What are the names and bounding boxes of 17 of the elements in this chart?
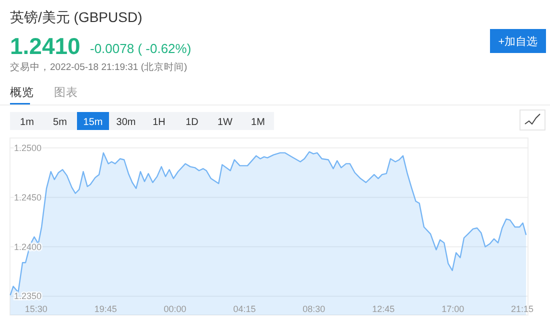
x-tick-label: 08:30 — [302, 304, 326, 314]
button: +加自选 — [490, 29, 546, 53]
text: 概览 — [10, 86, 34, 99]
y-tick-label: 1.2500 — [14, 142, 42, 153]
x-tick-label: 19:45 — [94, 304, 117, 314]
chart-title: 英镑/美元 (GBPUSD) — [10, 9, 142, 25]
x-tick-label: 15:30 — [24, 304, 48, 314]
x-tick-label: 21:15 — [511, 304, 534, 314]
y-tick-label: 1.2350 — [14, 291, 42, 302]
x-tick-label: 00:00 — [164, 304, 186, 314]
y-tick-label: 1.2450 — [14, 192, 42, 202]
header: 1.2410 -0.0078 ( -0.62%) 交易中，2022-05-18 21:19:31 (北京时间) — [10, 33, 192, 73]
x-tick-label: 04:15 — [233, 304, 256, 314]
text: 图表 — [54, 86, 78, 99]
x-tick-label: 12:45 — [372, 304, 395, 314]
periods: 1m 5m 15m 30m 1H 1D 1W 1M — [10, 112, 274, 130]
x-tick-label: 17:00 — [442, 304, 464, 314]
